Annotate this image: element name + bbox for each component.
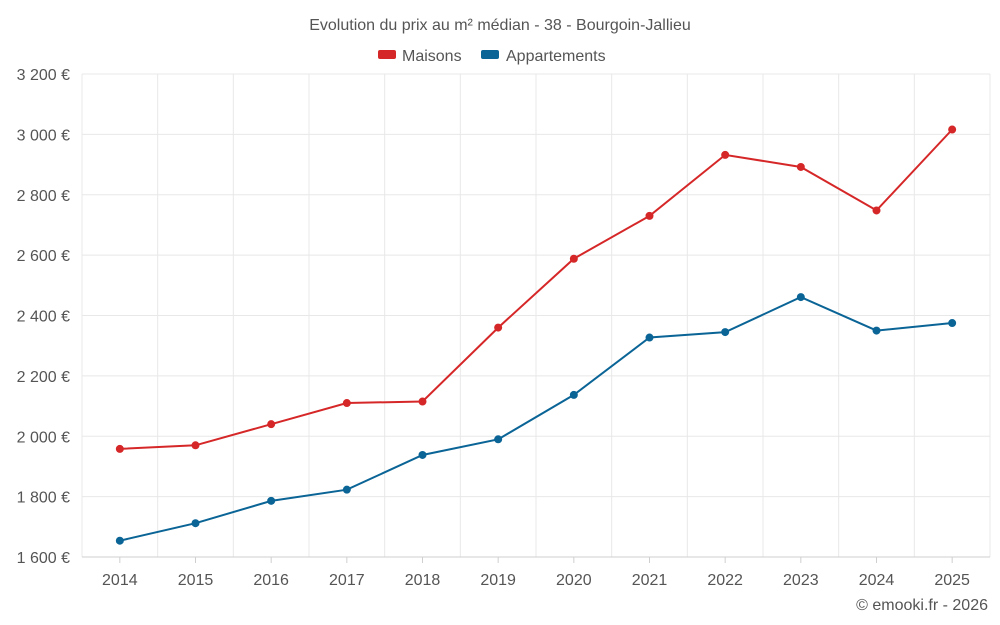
y-tick-label: 2 600 €: [17, 248, 70, 265]
y-tick-label: 2 000 €: [17, 429, 70, 446]
legend-item-appartements[interactable]: Appartements: [481, 48, 606, 65]
x-tick-label: 2016: [253, 572, 289, 589]
x-tick-label: 2017: [329, 572, 365, 589]
data-point-maisons[interactable]: [569, 254, 578, 263]
x-tick-label: 2024: [859, 572, 895, 589]
data-point-maisons[interactable]: [342, 399, 351, 408]
data-point-maisons[interactable]: [872, 206, 881, 215]
data-point-appartements[interactable]: [569, 390, 578, 399]
data-point-appartements[interactable]: [872, 326, 881, 335]
y-tick-label: 1 800 €: [17, 490, 70, 507]
data-point-maisons[interactable]: [645, 211, 654, 220]
x-tick-label: 2019: [480, 572, 516, 589]
grid: [81, 73, 991, 558]
legend-swatch-maisons: [378, 50, 396, 59]
y-tick-label: 3 200 €: [17, 67, 70, 84]
x-axis: 2014 2015 2016 2017 2018 2019 2020 2021 2022 2023…: [82, 556, 990, 589]
series-line-maisons: [119, 128, 953, 450]
y-axis: 1 600 € 1 800 € 2 000 € 2 200 € 2 400 € 2 600…: [17, 67, 70, 567]
y-tick-label: 2 800 €: [17, 188, 70, 205]
series-line-appartements: [119, 296, 953, 542]
data-point-maisons[interactable]: [948, 125, 957, 134]
series-layer: [115, 125, 957, 545]
legend-label-appartements: Appartements: [506, 48, 606, 65]
legend-item-maisons[interactable]: Maisons: [378, 48, 462, 65]
data-point-appartements[interactable]: [191, 519, 200, 528]
data-point-appartements[interactable]: [342, 485, 351, 494]
data-point-maisons[interactable]: [796, 162, 805, 171]
data-point-maisons[interactable]: [721, 150, 730, 159]
data-point-maisons[interactable]: [115, 444, 124, 453]
data-point-appartements[interactable]: [721, 328, 730, 337]
y-tick-label: 2 400 €: [17, 309, 70, 326]
x-tick-label: 2015: [178, 572, 214, 589]
y-tick-label: 2 200 €: [17, 369, 70, 386]
data-point-appartements[interactable]: [645, 333, 654, 342]
x-tick-label: 2022: [707, 572, 743, 589]
y-tick-label: 1 600 €: [17, 550, 70, 567]
legend-label-maisons: Maisons: [402, 48, 462, 65]
chart-title: Evolution du prix au m² médian - 38 - Bo…: [309, 17, 691, 34]
data-point-maisons[interactable]: [191, 441, 200, 450]
y-tick-label: 3 000 €: [17, 127, 70, 144]
data-point-appartements[interactable]: [948, 319, 957, 328]
data-point-appartements[interactable]: [796, 293, 805, 302]
data-point-appartements[interactable]: [418, 450, 427, 459]
x-tick-label: 2018: [405, 572, 441, 589]
x-tick-label: 2021: [632, 572, 668, 589]
data-point-maisons[interactable]: [494, 323, 503, 332]
x-tick-label: 2025: [934, 572, 970, 589]
legend: Maisons Appartements: [378, 48, 606, 65]
data-point-maisons[interactable]: [418, 397, 427, 406]
data-point-appartements[interactable]: [267, 496, 276, 505]
chart-credit: © emooki.fr - 2026: [856, 597, 988, 614]
x-tick-label: 2023: [783, 572, 819, 589]
data-point-appartements[interactable]: [115, 536, 124, 545]
data-point-maisons[interactable]: [267, 420, 276, 429]
x-tick-label: 2020: [556, 572, 592, 589]
x-tick-label: 2014: [102, 572, 138, 589]
legend-swatch-appartements: [481, 50, 499, 59]
data-point-appartements[interactable]: [494, 435, 503, 444]
